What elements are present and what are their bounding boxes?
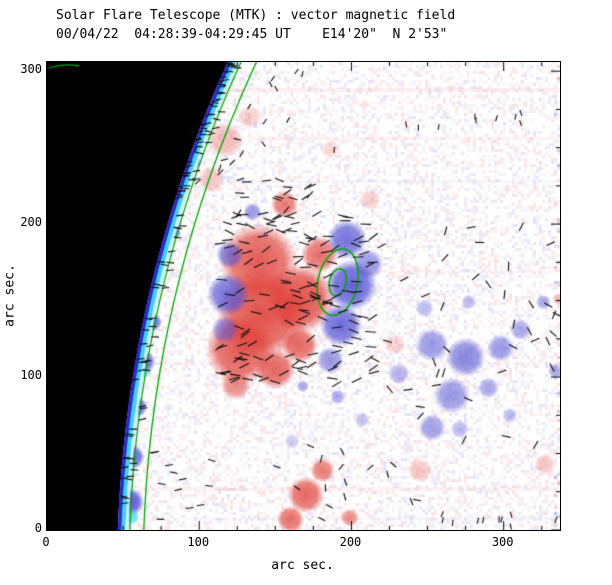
x-axis-label: arc sec.: [271, 558, 334, 573]
y-tick-label: 0: [34, 521, 42, 535]
chart-subtitle: 00/04/22 04:28:39-04:29:45 UT E14'20" N …: [56, 27, 448, 42]
x-tick-label: 200: [339, 535, 362, 549]
y-tick-label: 200: [20, 215, 42, 230]
x-tick-label: 100: [187, 535, 210, 549]
chart-title: Solar Flare Telescope (MTK) : vector mag…: [56, 8, 456, 23]
y-tick-label: 300: [20, 62, 42, 77]
y-axis-label: arc sec.: [2, 264, 18, 327]
x-tick-label: 0: [42, 535, 50, 549]
x-tick-label: 300: [491, 535, 514, 549]
plot-area: [46, 61, 561, 531]
y-tick-label: 100: [20, 368, 42, 383]
magnetogram-canvas: [47, 62, 560, 530]
